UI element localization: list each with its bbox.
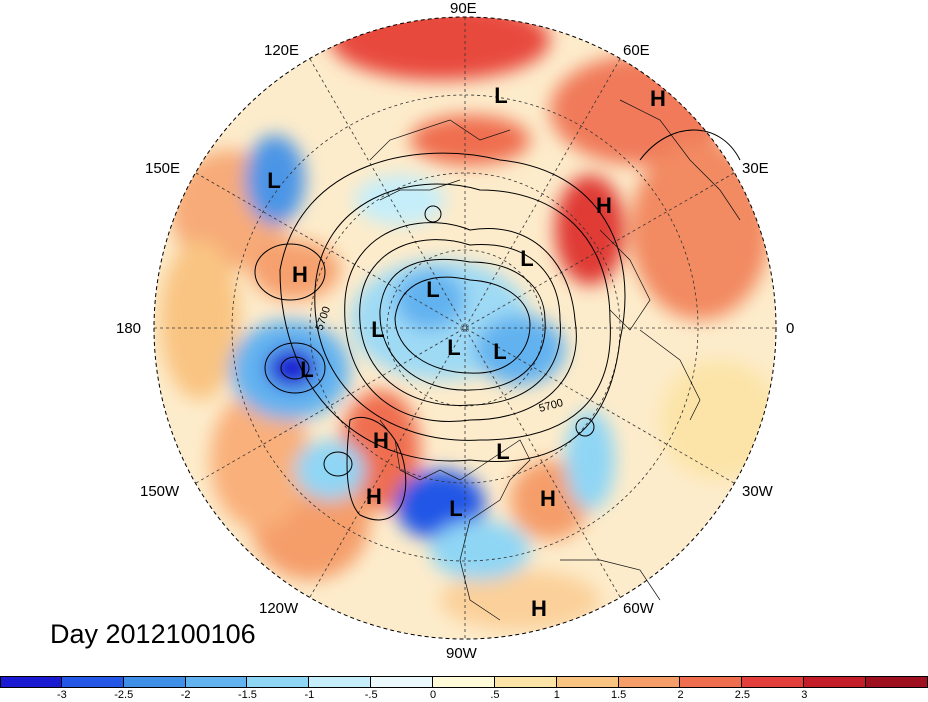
high-center-label: H [596,193,612,218]
coastlines [369,99,741,621]
high-center-label: H [650,86,666,111]
low-center-label: L [426,277,439,302]
colorbar-tick-label: 2 [677,689,684,701]
low-center-label: L [494,83,507,108]
colorbar-tick-label: -3 [56,689,67,701]
low-center-label: L [496,439,509,464]
colorbar-tick-label: .5 [490,689,500,701]
low-center-label: L [493,339,506,364]
colorbar-tick-label: -1 [304,689,315,701]
low-center-label: L [447,335,460,360]
lon-label-120e: 120E [264,42,300,59]
colorbar-swatch [123,676,186,688]
colorbar-tick-label: 1.5 [611,689,627,701]
high-center-label: H [531,596,547,621]
day-label: Day 2012100106 [50,619,256,649]
colorbar-swatch [556,676,619,688]
colorbar-swatch [804,676,867,688]
high-center-label: H [292,262,308,287]
lon-label-120w: 120W [259,600,299,617]
colorbar-swatch [371,676,434,688]
pressure-centers: L H L H H L L L L L L L H H L H H [267,83,666,621]
lon-label-90e: 90E [450,0,477,17]
colorbar-tick-label: -1.5 [237,689,257,701]
colorbar-swatch [309,676,372,688]
colorbar-swatch [742,676,805,688]
graticule [154,17,776,639]
colorbar-swatch [618,676,681,688]
colorbar-tick-label: 2.5 [734,689,751,701]
lon-label-60w: 60W [623,600,654,617]
lon-label-150w: 150W [140,483,180,500]
low-center-label: L [267,168,280,193]
map-boundary [153,16,777,640]
lon-label-0: 0 [786,320,795,337]
lon-label-150e: 150E [145,160,181,177]
colorbar-swatch [494,676,557,688]
lon-label-180: 180 [116,320,142,337]
colorbar-tick-label: -.5 [364,689,378,701]
colorbar-tick-label: -2 [180,689,191,701]
high-center-label: H [366,484,382,509]
low-center-label: L [520,246,533,271]
low-center-label: L [371,317,384,342]
lon-label-30e: 30E [742,160,769,177]
lon-label-60e: 60E [623,42,650,59]
anomaly-field [154,17,776,639]
colorbar-swatch [185,676,248,688]
colorbar-tick-label: 0 [430,689,437,701]
high-center-label: H [540,486,556,511]
high-center-label: H [373,428,389,453]
height-contours [254,129,741,521]
colorbar-tick-label: 1 [553,689,560,701]
low-center-label: L [449,496,462,521]
colorbar-tick-label: 3 [801,689,808,701]
lon-label-90w: 90W [446,645,477,662]
low-center-label: L [300,357,313,382]
colorbar [0,676,928,688]
colorbar-tick-label: -2.5 [114,689,134,701]
colorbar-swatch [61,676,124,688]
colorbar-swatch [866,676,928,688]
colorbar-swatch [0,676,62,688]
lon-label-30w: 30W [742,483,773,500]
colorbar-swatch [433,676,495,688]
colorbar-swatch [247,676,310,688]
colorbar-swatch [680,676,743,688]
